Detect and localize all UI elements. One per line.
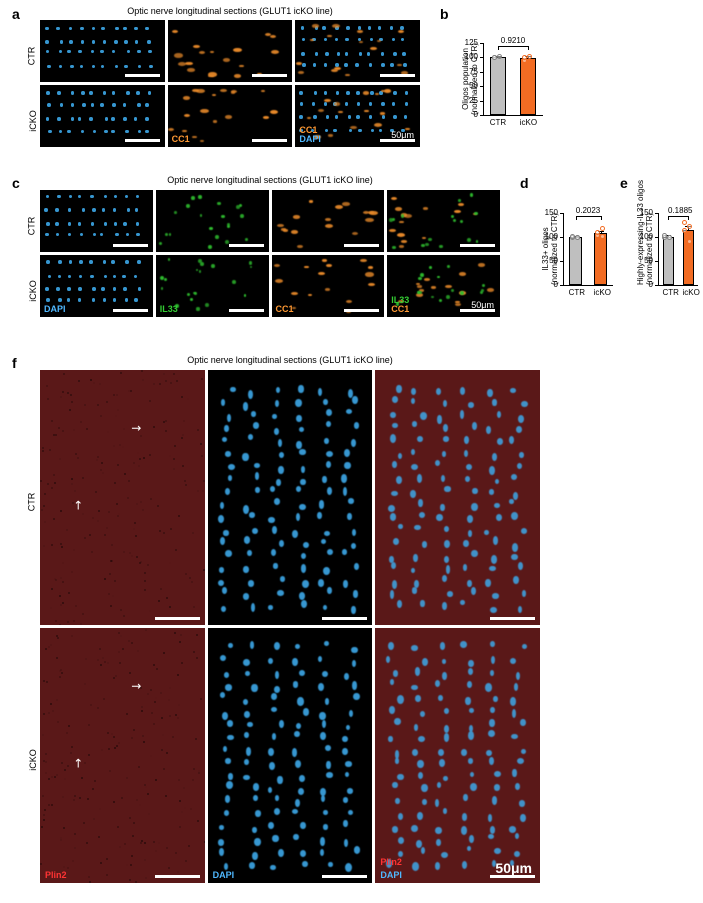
channel-label: Plin2 (45, 870, 67, 880)
panel-f-cell: ↘↗ (40, 370, 205, 625)
ylabel: Highly-expressing-IL33 oligos(normalized… (636, 213, 654, 285)
xtick-label: icKO (594, 288, 608, 297)
panel-a-title: Optic nerve longitudinal sections (GLUT1… (40, 6, 420, 16)
panel-c-cell (387, 190, 500, 252)
pvalue-label: 0.2023 (576, 206, 601, 215)
panel-c-cell: IL33CC150μm (387, 255, 500, 317)
channel-label: CC1 (391, 304, 409, 314)
bar (663, 237, 674, 285)
scale-label: 50μm (471, 300, 494, 310)
panel-f-cell (375, 370, 540, 625)
arrow-icon: ↘ (127, 677, 144, 694)
arrow-icon: ↗ (69, 754, 86, 771)
scale-label: 50μm (391, 130, 414, 140)
pvalue-label: 0.9210 (498, 36, 528, 45)
row-label: iCKO (28, 280, 38, 302)
data-point (682, 228, 687, 233)
panel-b-chart: 0255075100125CTRicKO0.9210Oligos populat… (465, 25, 545, 130)
panel-a-grid: CC1CC1DAPI50μm (40, 20, 420, 147)
data-point (595, 230, 600, 235)
panel-f-cell: Plin2 DAPI 50μm (375, 628, 540, 883)
row-label: iCKO (28, 749, 38, 771)
data-point (682, 220, 687, 225)
panel-c-cell (272, 190, 385, 252)
channel-label: DAPI (213, 870, 235, 880)
data-point (522, 55, 527, 60)
channel-label: IL33 (160, 304, 178, 314)
xtick-label: icKO (683, 288, 694, 297)
row-label: CTR (26, 493, 36, 512)
row-label: iCKO (28, 110, 38, 132)
pvalue-label: 0.1885 (668, 206, 688, 215)
channel-label: CC1 (172, 134, 190, 144)
data-point (600, 226, 605, 231)
arrow-icon: ↘ (127, 419, 144, 436)
bar (490, 57, 507, 115)
data-point (667, 235, 672, 240)
data-point (687, 224, 692, 229)
scale-label: 50μm (495, 860, 532, 876)
panel-c-cell: CC1 (272, 255, 385, 317)
data-point (527, 54, 532, 59)
panel-a-cell (168, 20, 293, 82)
panel-a-label: a (12, 6, 20, 22)
ylabel: IL33+ oligos(normalized to CTR) (541, 213, 559, 285)
arrow-icon: ↗ (69, 496, 86, 513)
panel-a-cell (40, 20, 165, 82)
channel-label: CC1 (276, 304, 294, 314)
panel-a-cell (295, 20, 420, 82)
panel-a-cell: CC1DAPI50μm (295, 85, 420, 147)
panel-c-title: Optic nerve longitudinal sections (GLUT1… (40, 175, 500, 185)
bar (594, 233, 608, 285)
bar (569, 237, 583, 285)
panel-f-cell (208, 370, 373, 625)
panel-f-cell: DAPI (208, 628, 373, 883)
panel-d-label: d (520, 175, 529, 191)
panel-f-label: f (12, 355, 17, 371)
panel-c-cell: IL33 (156, 255, 269, 317)
panel-b-label: b (440, 6, 449, 22)
channel-label: DAPI (299, 134, 321, 144)
panel-f-grid: ↘↗↘↗Plin2DAPIPlin2DAPI50μm (40, 370, 540, 883)
panel-a-cell: CC1 (168, 85, 293, 147)
xtick-label: icKO (520, 118, 537, 127)
panel-c-cell: DAPI (40, 255, 153, 317)
panel-a-cell (40, 85, 165, 147)
panel-f-cell: ↘ ↗ Plin2 (40, 628, 205, 883)
panel-c-grid: DAPIIL33CC1IL33CC150μm (40, 190, 500, 317)
xtick-label: CTR (490, 118, 507, 127)
panel-e-chart: 050100150CTRicKO0.1885Highly-expressing-… (640, 195, 700, 300)
channel-label: Plin2 (380, 857, 402, 867)
panel-e-label: e (620, 175, 628, 191)
bar (520, 58, 537, 115)
ylabel: Oligos population(normalized to CTR) (461, 43, 479, 115)
data-point (600, 234, 605, 239)
xtick-label: CTR (569, 288, 583, 297)
panel-c-label: c (12, 175, 20, 191)
data-point (570, 234, 575, 239)
panel-c-cell (156, 190, 269, 252)
panel-c-cell (40, 190, 153, 252)
channel-label: DAPI (380, 870, 402, 880)
data-point (575, 235, 580, 240)
xtick-label: CTR (663, 288, 674, 297)
channel-label: DAPI (44, 304, 66, 314)
panel-d-chart: 050100150CTRicKO0.2023IL33+ oligos(norma… (545, 195, 615, 300)
panel-f-title: Optic nerve longitudinal sections (GLUT1… (40, 355, 540, 365)
row-label: CTR (26, 47, 36, 66)
row-label: CTR (26, 217, 36, 236)
